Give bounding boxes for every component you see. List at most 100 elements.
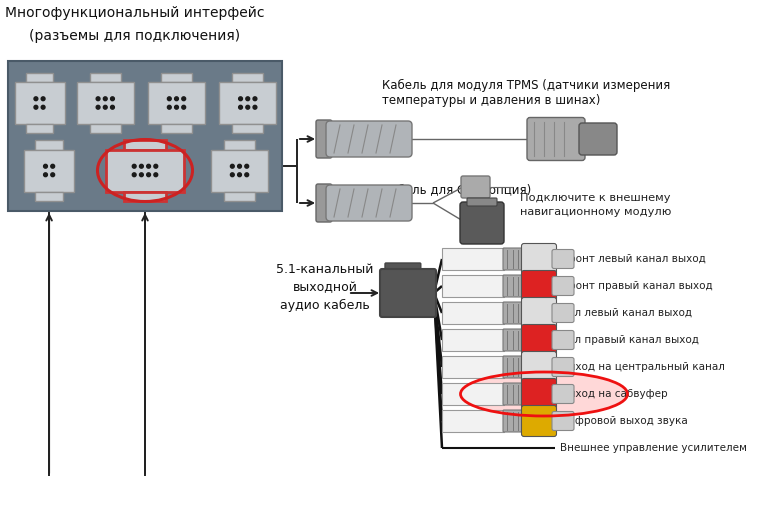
FancyBboxPatch shape	[161, 73, 192, 82]
Circle shape	[167, 97, 171, 101]
FancyBboxPatch shape	[219, 82, 276, 124]
Text: Подключите к внешнему
навигационному модулю: Подключите к внешнему навигационному мод…	[520, 193, 672, 217]
Circle shape	[246, 97, 250, 101]
Circle shape	[44, 164, 48, 168]
FancyBboxPatch shape	[161, 124, 192, 133]
FancyBboxPatch shape	[552, 357, 574, 377]
Circle shape	[167, 105, 171, 109]
FancyBboxPatch shape	[316, 184, 332, 222]
FancyBboxPatch shape	[26, 124, 53, 133]
FancyBboxPatch shape	[503, 329, 525, 351]
Text: 5.1-канальный
выходной
аудио кабель: 5.1-канальный выходной аудио кабель	[276, 263, 373, 312]
Circle shape	[41, 105, 45, 109]
FancyBboxPatch shape	[26, 73, 53, 82]
FancyBboxPatch shape	[123, 192, 166, 201]
FancyBboxPatch shape	[385, 263, 421, 272]
FancyBboxPatch shape	[552, 412, 574, 430]
FancyBboxPatch shape	[522, 405, 557, 437]
Text: Белый: Белый	[526, 254, 552, 264]
Text: Тыл правый канал выход: Тыл правый канал выход	[560, 335, 699, 345]
Circle shape	[182, 97, 186, 101]
Circle shape	[253, 105, 257, 109]
FancyBboxPatch shape	[522, 297, 557, 329]
Text: Красный: Красный	[522, 336, 557, 344]
Text: Красный: Красный	[522, 281, 557, 291]
Text: Выход на центральный канал: Выход на центральный канал	[560, 362, 725, 372]
FancyBboxPatch shape	[552, 250, 574, 268]
Text: RR-OUT: RR-OUT	[456, 336, 490, 344]
FancyBboxPatch shape	[123, 140, 166, 150]
Text: Тыл левый канал выход: Тыл левый канал выход	[560, 308, 692, 318]
Circle shape	[34, 105, 37, 109]
Circle shape	[111, 105, 114, 109]
Circle shape	[147, 173, 151, 177]
Text: SPDIF: SPDIF	[460, 416, 486, 426]
Circle shape	[154, 173, 158, 177]
FancyBboxPatch shape	[24, 150, 74, 192]
FancyBboxPatch shape	[380, 269, 436, 317]
Circle shape	[246, 105, 250, 109]
Circle shape	[103, 105, 107, 109]
Circle shape	[96, 105, 100, 109]
Circle shape	[175, 105, 178, 109]
Text: Фронт левый канал выход: Фронт левый канал выход	[560, 254, 706, 264]
FancyBboxPatch shape	[522, 243, 557, 275]
FancyBboxPatch shape	[503, 383, 525, 405]
Circle shape	[51, 173, 55, 177]
Circle shape	[111, 97, 114, 101]
FancyBboxPatch shape	[579, 123, 617, 155]
Text: Кабель для модуля TPMS (датчики измерения
температуры и давления в шинах): Кабель для модуля TPMS (датчики измерени…	[382, 79, 670, 107]
Circle shape	[132, 173, 136, 177]
FancyBboxPatch shape	[442, 356, 504, 378]
Circle shape	[237, 173, 241, 177]
Circle shape	[132, 164, 136, 168]
Text: Кабель для GPS (опция): Кабель для GPS (опция)	[382, 183, 531, 196]
FancyBboxPatch shape	[316, 120, 332, 158]
FancyBboxPatch shape	[211, 150, 268, 192]
Text: Выход на сабвуфер: Выход на сабвуфер	[560, 389, 668, 399]
FancyBboxPatch shape	[503, 356, 525, 378]
Text: Внешнее управление усилителем: Внешнее управление усилителем	[560, 443, 747, 453]
FancyBboxPatch shape	[442, 275, 504, 297]
FancyBboxPatch shape	[77, 82, 134, 124]
Text: Цифровой выход звука: Цифровой выход звука	[560, 416, 688, 426]
Circle shape	[239, 97, 242, 101]
Circle shape	[154, 164, 158, 168]
Text: Белый: Белый	[526, 308, 552, 317]
Text: C-OUT: C-OUT	[458, 363, 487, 371]
FancyBboxPatch shape	[503, 275, 525, 297]
Circle shape	[230, 164, 234, 168]
FancyBboxPatch shape	[15, 82, 65, 124]
FancyBboxPatch shape	[224, 140, 255, 150]
Circle shape	[41, 97, 45, 101]
Text: Черный: Черный	[523, 390, 555, 399]
Text: Многофункциональный интерфейс: Многофункциональный интерфейс	[5, 6, 265, 20]
Text: Фронт правый канал выход: Фронт правый канал выход	[560, 281, 712, 291]
FancyBboxPatch shape	[148, 82, 205, 124]
Circle shape	[239, 105, 242, 109]
FancyBboxPatch shape	[460, 202, 504, 244]
Circle shape	[237, 164, 241, 168]
Text: RL-OUT: RL-OUT	[456, 308, 490, 317]
Circle shape	[175, 97, 178, 101]
FancyBboxPatch shape	[224, 192, 255, 201]
FancyBboxPatch shape	[232, 73, 263, 82]
FancyBboxPatch shape	[527, 118, 585, 160]
Circle shape	[51, 164, 55, 168]
FancyBboxPatch shape	[326, 121, 412, 157]
FancyBboxPatch shape	[552, 330, 574, 350]
Circle shape	[244, 164, 248, 168]
FancyBboxPatch shape	[232, 124, 263, 133]
FancyBboxPatch shape	[503, 302, 525, 324]
FancyBboxPatch shape	[522, 352, 557, 382]
FancyBboxPatch shape	[552, 384, 574, 403]
FancyBboxPatch shape	[90, 124, 121, 133]
FancyBboxPatch shape	[442, 329, 504, 351]
Circle shape	[44, 173, 48, 177]
FancyBboxPatch shape	[522, 378, 557, 410]
Circle shape	[230, 173, 234, 177]
FancyBboxPatch shape	[442, 302, 504, 324]
Circle shape	[244, 173, 248, 177]
FancyBboxPatch shape	[90, 73, 121, 82]
Text: (разъемы для подключения): (разъемы для подключения)	[30, 29, 241, 43]
